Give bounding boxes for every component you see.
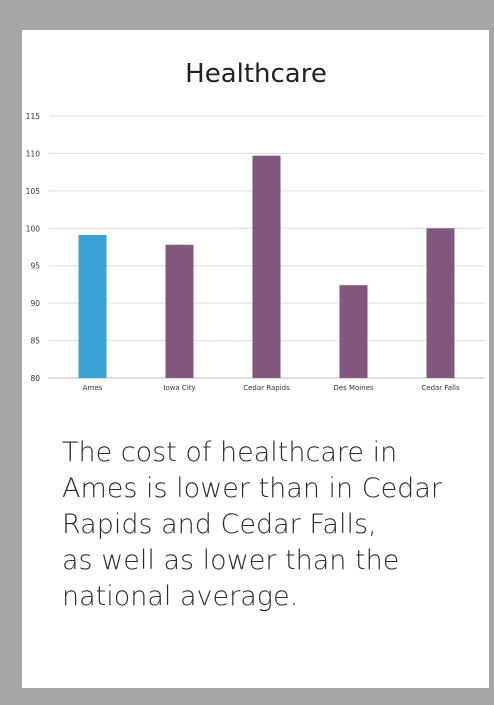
caption-line: Rapids and Cedar Falls, — [62, 509, 377, 540]
chart-title: Healthcare — [185, 59, 327, 89]
bar-chart: Healthcare 80 85 90 95 100 105 110 115 Ames Iowa… — [26, 59, 484, 392]
x-tick-label: Des Moines — [333, 384, 374, 392]
y-tick-label: 110 — [26, 149, 41, 158]
bar-cedar-falls — [426, 228, 455, 378]
bar-ames — [78, 235, 107, 378]
y-tick-label: 80 — [30, 374, 40, 383]
y-tick-label: 95 — [30, 262, 40, 271]
caption-line: The cost of healthcare in — [62, 437, 398, 468]
x-axis-ticks: Ames Iowa City Cedar Rapids Des Moines Cedar… — [83, 384, 460, 392]
caption-line: as well as lower than the — [62, 545, 400, 576]
bar-iowa-city — [165, 244, 194, 378]
y-tick-label: 90 — [30, 299, 40, 308]
y-axis-ticks: 80 85 90 95 100 105 110 115 — [26, 112, 41, 383]
chart-card: Healthcare 80 85 90 95 100 105 110 115 Ames Iowa… — [22, 30, 489, 688]
caption-line: national average. — [62, 581, 299, 612]
bar-cedar-rapids — [252, 155, 281, 378]
x-tick-label: Cedar Rapids — [243, 384, 290, 392]
x-tick-label: Ames — [83, 384, 103, 392]
y-tick-label: 105 — [26, 187, 41, 196]
y-tick-label: 100 — [26, 224, 41, 233]
y-tick-label: 85 — [30, 337, 40, 346]
bars — [78, 155, 455, 378]
caption: The cost of healthcare in Ames is lower … — [62, 435, 482, 615]
bar-des-moines — [339, 285, 368, 378]
y-tick-label: 115 — [26, 112, 41, 121]
caption-line: Ames is lower than in Cedar — [62, 473, 442, 504]
x-tick-label: Cedar Falls — [421, 384, 460, 392]
x-tick-label: Iowa City — [163, 384, 195, 392]
